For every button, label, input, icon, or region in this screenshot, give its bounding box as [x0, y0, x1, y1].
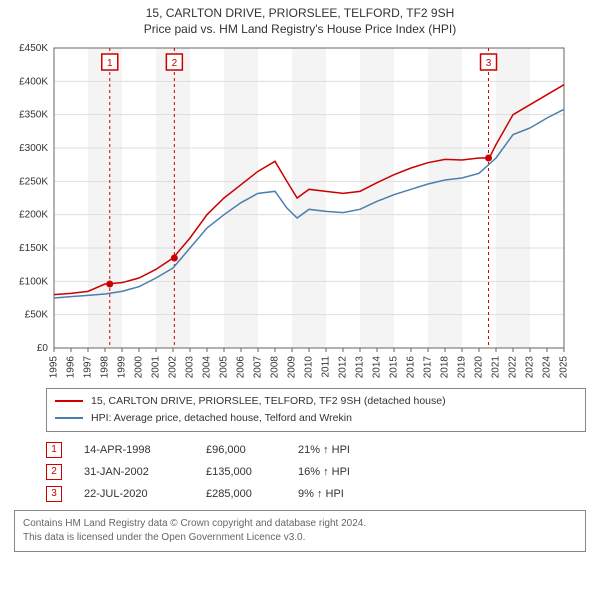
svg-text:2022: 2022 — [508, 356, 519, 379]
svg-text:£50K: £50K — [25, 310, 49, 321]
svg-text:1996: 1996 — [66, 356, 77, 379]
legend-row-property: 15, CARLTON DRIVE, PRIORSLEE, TELFORD, T… — [55, 393, 577, 410]
svg-text:£150K: £150K — [19, 243, 48, 254]
sale-delta-2: 16% ↑ HPI — [298, 466, 388, 478]
svg-text:2002: 2002 — [168, 356, 179, 379]
svg-text:2013: 2013 — [355, 356, 366, 379]
sales-row-2: 2 31-JAN-2002 £135,000 16% ↑ HPI — [46, 464, 586, 480]
legend-row-hpi: HPI: Average price, detached house, Telf… — [55, 410, 577, 427]
svg-text:2024: 2024 — [542, 356, 553, 379]
sale-delta-3: 9% ↑ HPI — [298, 488, 388, 500]
sale-marker-3: 3 — [46, 486, 62, 502]
svg-text:£450K: £450K — [19, 44, 48, 54]
svg-text:2004: 2004 — [202, 356, 213, 379]
chart-area: £0 £50K £100K £150K £200K £250K £300K £350K £400… — [8, 44, 588, 382]
svg-text:2018: 2018 — [440, 356, 451, 379]
svg-text:2008: 2008 — [270, 356, 281, 379]
svg-text:1995: 1995 — [49, 356, 60, 379]
svg-text:2000: 2000 — [134, 356, 145, 379]
sale-marker-2: 2 — [46, 464, 62, 480]
svg-text:2003: 2003 — [185, 356, 196, 379]
legend-label-hpi: HPI: Average price, detached house, Telf… — [91, 410, 352, 427]
sale-date-1: 14-APR-1998 — [84, 444, 184, 456]
svg-text:£250K: £250K — [19, 176, 48, 187]
svg-text:2010: 2010 — [304, 356, 315, 379]
sales-row-1: 1 14-APR-1998 £96,000 21% ↑ HPI — [46, 442, 586, 458]
title-main: 15, CARLTON DRIVE, PRIORSLEE, TELFORD, T… — [10, 6, 590, 20]
legend: 15, CARLTON DRIVE, PRIORSLEE, TELFORD, T… — [46, 388, 586, 432]
svg-text:2014: 2014 — [372, 356, 383, 379]
sale-delta-1: 21% ↑ HPI — [298, 444, 388, 456]
svg-text:2: 2 — [172, 58, 178, 69]
svg-text:2012: 2012 — [338, 356, 349, 379]
svg-text:£100K: £100K — [19, 276, 48, 287]
line-chart-svg: £0 £50K £100K £150K £200K £250K £300K £350K £400… — [8, 44, 568, 379]
svg-text:2006: 2006 — [236, 356, 247, 379]
svg-text:2007: 2007 — [253, 356, 264, 379]
svg-text:1999: 1999 — [117, 356, 128, 379]
svg-text:2001: 2001 — [151, 356, 162, 379]
svg-text:2017: 2017 — [423, 356, 434, 379]
title-sub: Price paid vs. HM Land Registry's House … — [10, 22, 590, 36]
sale-date-3: 22-JUL-2020 — [84, 488, 184, 500]
svg-text:£350K: £350K — [19, 110, 48, 121]
svg-text:1: 1 — [107, 58, 113, 69]
svg-text:£0: £0 — [37, 343, 49, 354]
sale-date-2: 31-JAN-2002 — [84, 466, 184, 478]
sales-row-3: 3 22-JUL-2020 £285,000 9% ↑ HPI — [46, 486, 586, 502]
svg-text:2020: 2020 — [474, 356, 485, 379]
svg-text:£300K: £300K — [19, 143, 48, 154]
svg-text:£400K: £400K — [19, 76, 48, 87]
svg-text:2011: 2011 — [321, 356, 332, 378]
svg-text:2005: 2005 — [219, 356, 230, 379]
svg-text:3: 3 — [486, 58, 492, 69]
legend-label-property: 15, CARLTON DRIVE, PRIORSLEE, TELFORD, T… — [91, 393, 446, 410]
svg-text:2025: 2025 — [559, 356, 568, 379]
title-block: 15, CARLTON DRIVE, PRIORSLEE, TELFORD, T… — [0, 0, 600, 40]
svg-text:2009: 2009 — [287, 356, 298, 379]
svg-text:1998: 1998 — [100, 356, 111, 379]
sale-marker-1: 1 — [46, 442, 62, 458]
svg-text:£200K: £200K — [19, 210, 48, 221]
svg-text:1997: 1997 — [83, 356, 94, 379]
sale-price-3: £285,000 — [206, 488, 276, 500]
legend-swatch-hpi — [55, 417, 83, 419]
legend-swatch-property — [55, 400, 83, 402]
svg-text:2016: 2016 — [406, 356, 417, 379]
sales-table: 1 14-APR-1998 £96,000 21% ↑ HPI 2 31-JAN… — [46, 442, 586, 502]
svg-text:2015: 2015 — [389, 356, 400, 379]
attribution-box: Contains HM Land Registry data © Crown c… — [14, 510, 586, 552]
attribution-line-2: This data is licensed under the Open Gov… — [23, 531, 577, 545]
chart-container: 15, CARLTON DRIVE, PRIORSLEE, TELFORD, T… — [0, 0, 600, 590]
sale-price-1: £96,000 — [206, 444, 276, 456]
sale-price-2: £135,000 — [206, 466, 276, 478]
attribution-line-1: Contains HM Land Registry data © Crown c… — [23, 517, 577, 531]
svg-text:2023: 2023 — [525, 356, 536, 379]
svg-text:2021: 2021 — [491, 356, 502, 379]
svg-text:2019: 2019 — [457, 356, 468, 379]
